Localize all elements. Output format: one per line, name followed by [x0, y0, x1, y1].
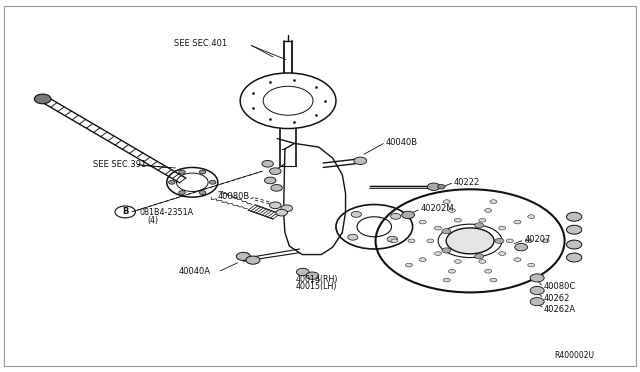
- Ellipse shape: [446, 228, 494, 254]
- Ellipse shape: [525, 239, 532, 243]
- Circle shape: [475, 254, 484, 259]
- Ellipse shape: [427, 239, 434, 243]
- Circle shape: [566, 212, 582, 221]
- Ellipse shape: [454, 260, 461, 263]
- Text: (4): (4): [148, 216, 159, 225]
- Circle shape: [442, 229, 451, 234]
- Text: 40080B: 40080B: [218, 192, 250, 201]
- Ellipse shape: [454, 218, 461, 222]
- Circle shape: [35, 94, 51, 104]
- Text: 40015(LH): 40015(LH): [296, 282, 337, 291]
- Circle shape: [276, 209, 287, 216]
- Text: 40014(RH): 40014(RH): [296, 275, 338, 284]
- Circle shape: [209, 180, 216, 184]
- Circle shape: [246, 256, 260, 264]
- Circle shape: [271, 185, 282, 191]
- Ellipse shape: [449, 209, 456, 212]
- Text: 40080C: 40080C: [543, 282, 576, 291]
- Ellipse shape: [514, 258, 521, 262]
- Ellipse shape: [484, 269, 492, 273]
- Circle shape: [236, 252, 250, 260]
- Circle shape: [269, 168, 281, 174]
- Circle shape: [515, 243, 527, 251]
- Ellipse shape: [419, 220, 426, 224]
- Circle shape: [530, 274, 544, 282]
- Ellipse shape: [514, 220, 521, 224]
- Text: B: B: [122, 208, 129, 217]
- Circle shape: [269, 202, 281, 209]
- Circle shape: [438, 185, 445, 189]
- Ellipse shape: [484, 209, 492, 212]
- Circle shape: [530, 286, 544, 295]
- Circle shape: [387, 236, 397, 242]
- Ellipse shape: [499, 226, 506, 230]
- Circle shape: [179, 170, 186, 174]
- Circle shape: [168, 180, 175, 184]
- Ellipse shape: [528, 263, 535, 267]
- Circle shape: [296, 268, 309, 276]
- Ellipse shape: [443, 278, 450, 282]
- Circle shape: [262, 160, 273, 167]
- Circle shape: [566, 240, 582, 249]
- Ellipse shape: [405, 215, 412, 218]
- Text: SEE SEC.401: SEE SEC.401: [174, 39, 227, 48]
- Ellipse shape: [435, 226, 442, 230]
- Text: SEE SEC.391: SEE SEC.391: [93, 160, 147, 169]
- Circle shape: [530, 298, 544, 306]
- Circle shape: [442, 248, 451, 253]
- Circle shape: [264, 177, 276, 184]
- Circle shape: [348, 234, 358, 240]
- Circle shape: [306, 272, 319, 279]
- Circle shape: [390, 214, 401, 219]
- Text: 40262: 40262: [543, 294, 570, 303]
- Circle shape: [199, 170, 206, 174]
- Circle shape: [354, 157, 367, 164]
- Ellipse shape: [479, 218, 486, 222]
- Ellipse shape: [391, 239, 398, 243]
- Circle shape: [199, 190, 206, 195]
- Circle shape: [402, 211, 415, 219]
- Ellipse shape: [408, 239, 415, 243]
- Text: 40040B: 40040B: [386, 138, 418, 147]
- Ellipse shape: [479, 260, 486, 263]
- Circle shape: [281, 205, 292, 212]
- Ellipse shape: [419, 258, 426, 262]
- Text: 40222: 40222: [454, 178, 481, 187]
- Text: 40202M: 40202M: [421, 205, 454, 214]
- Ellipse shape: [443, 200, 450, 203]
- Ellipse shape: [405, 263, 412, 267]
- Circle shape: [566, 225, 582, 234]
- Ellipse shape: [506, 239, 513, 243]
- Text: 081B4-2351A: 081B4-2351A: [140, 208, 194, 217]
- Ellipse shape: [449, 269, 456, 273]
- Ellipse shape: [490, 278, 497, 282]
- Circle shape: [566, 253, 582, 262]
- Circle shape: [475, 223, 484, 228]
- Circle shape: [428, 183, 440, 190]
- Text: R400002U: R400002U: [555, 351, 595, 360]
- Circle shape: [495, 238, 504, 243]
- Text: 40040A: 40040A: [178, 267, 210, 276]
- Ellipse shape: [528, 215, 535, 218]
- Text: 40262A: 40262A: [543, 305, 575, 314]
- Text: 40207: 40207: [524, 235, 551, 244]
- Ellipse shape: [490, 200, 497, 203]
- Ellipse shape: [542, 239, 549, 243]
- Circle shape: [179, 190, 186, 195]
- Circle shape: [351, 211, 362, 217]
- Ellipse shape: [435, 252, 442, 256]
- Ellipse shape: [499, 252, 506, 256]
